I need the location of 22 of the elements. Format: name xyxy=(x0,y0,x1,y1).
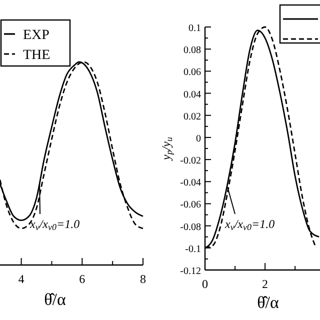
legend-label: EXP xyxy=(23,28,50,43)
legend-label: THE xyxy=(23,48,50,63)
y-tick-label: -0.1 xyxy=(185,244,201,255)
y-tick-label: -0.02 xyxy=(180,156,201,167)
y-tick-label: 0 xyxy=(196,133,201,144)
x-axis-title: θ̂/α xyxy=(44,290,66,309)
annotation: x$_{v}$/x$_{v0}$=1.0 xyxy=(224,217,275,232)
y-tick-label: -0.12 xyxy=(180,266,201,277)
x-tick-label: 4 xyxy=(18,272,24,286)
y-tick-label: 0.02 xyxy=(184,111,201,122)
y-tick-label: -0.08 xyxy=(180,222,201,233)
annotation: x$_{v}$/x$_{v0}$=1.0 xyxy=(29,217,80,232)
x-axis-title: θ̂/α xyxy=(257,293,279,312)
y-tick-label: -0.04 xyxy=(180,178,201,189)
y-tick-label: 0.1 xyxy=(188,23,201,34)
y-tick-label: 0.04 xyxy=(184,89,201,100)
y-tick-label: -0.06 xyxy=(180,200,201,211)
x-tick-label: 8 xyxy=(140,272,146,286)
y-tick-label: 0.08 xyxy=(184,45,201,56)
x-tick-label: 6 xyxy=(79,272,86,286)
x-tick-label: 2 xyxy=(262,277,268,291)
y-tick-label: 0.06 xyxy=(184,67,201,78)
